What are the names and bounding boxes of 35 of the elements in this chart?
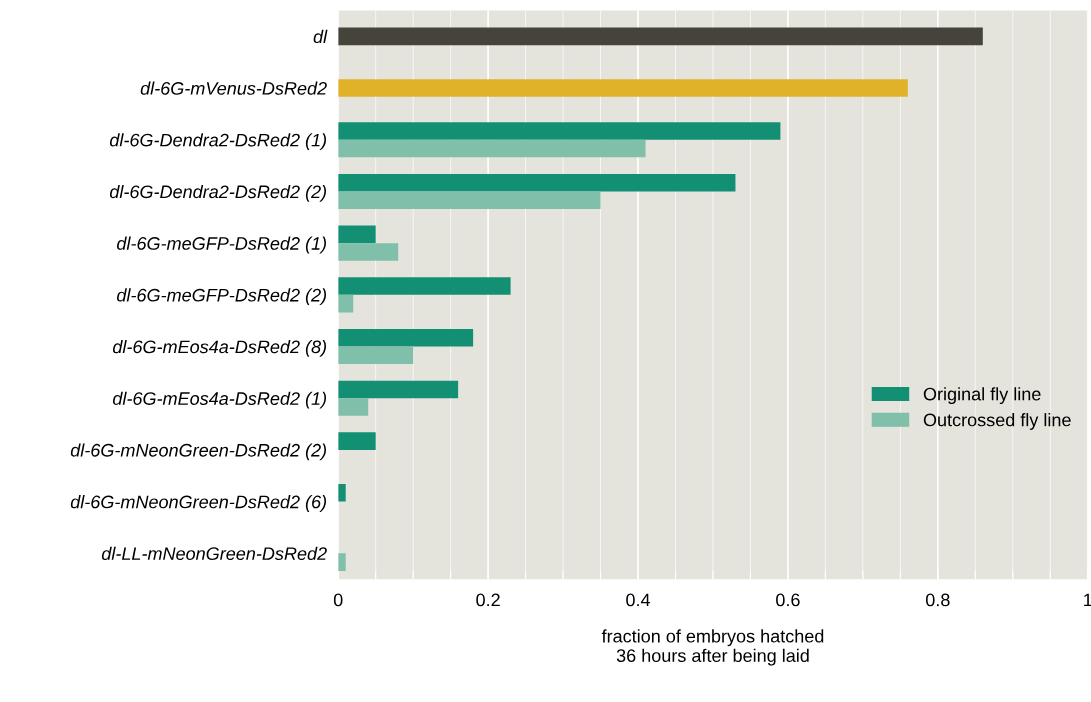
legend-label: Outcrossed fly line <box>923 413 1071 430</box>
x-tick-label: 0.2 <box>476 593 500 607</box>
x-tick-label: 0 <box>333 593 343 607</box>
bar <box>338 294 354 313</box>
x-tick-label: 0.4 <box>626 593 651 607</box>
bar <box>338 328 474 347</box>
y-tick-label: dl-6G-mNeonGreen-DsRed2 (2) <box>70 443 327 461</box>
y-tick-label: dl-6G-Dendra2-DsRed2 (1) <box>109 133 327 151</box>
y-tick-label: dl-6G-Dendra2-DsRed2 (2) <box>109 184 327 202</box>
y-tick-label: dl-6G-meGFP-DsRed2 (2) <box>117 288 327 306</box>
y-tick-label: dl-LL-mNeonGreen-DsRed2 <box>101 546 327 561</box>
bar <box>338 484 346 502</box>
bar <box>338 122 781 140</box>
y-tick-label: dl-6G-meGFP-DsRed2 (1) <box>117 236 327 254</box>
bar <box>338 225 376 244</box>
y-tick-label: dl-6G-mVenus-DsRed2 <box>140 81 327 95</box>
x-tick-label: 0.8 <box>925 593 950 607</box>
bar <box>338 139 646 158</box>
bar <box>338 432 376 450</box>
bar <box>338 277 511 295</box>
y-tick-label: dl <box>313 29 328 44</box>
bar <box>338 398 369 416</box>
bar <box>338 173 736 192</box>
bar <box>338 553 346 571</box>
bar <box>338 346 414 365</box>
x-tick-label: 1 <box>1084 593 1091 607</box>
y-tick-label: dl-6G-mEos4a-DsRed2 (8) <box>112 339 327 357</box>
y-tick-label: dl-6G-mNeonGreen-DsRed2 (6) <box>70 495 327 512</box>
bar <box>338 380 459 399</box>
x-tick-label: 0.6 <box>776 593 800 607</box>
bar <box>338 243 399 261</box>
y-tick-label: dl-6G-mEos4a-DsRed2 (1) <box>112 391 327 409</box>
x-axis-title: fraction of embryos hatched 36 hours after being laid <box>601 629 824 666</box>
bar <box>338 191 601 210</box>
legend-label: Original fly line <box>923 387 1041 405</box>
